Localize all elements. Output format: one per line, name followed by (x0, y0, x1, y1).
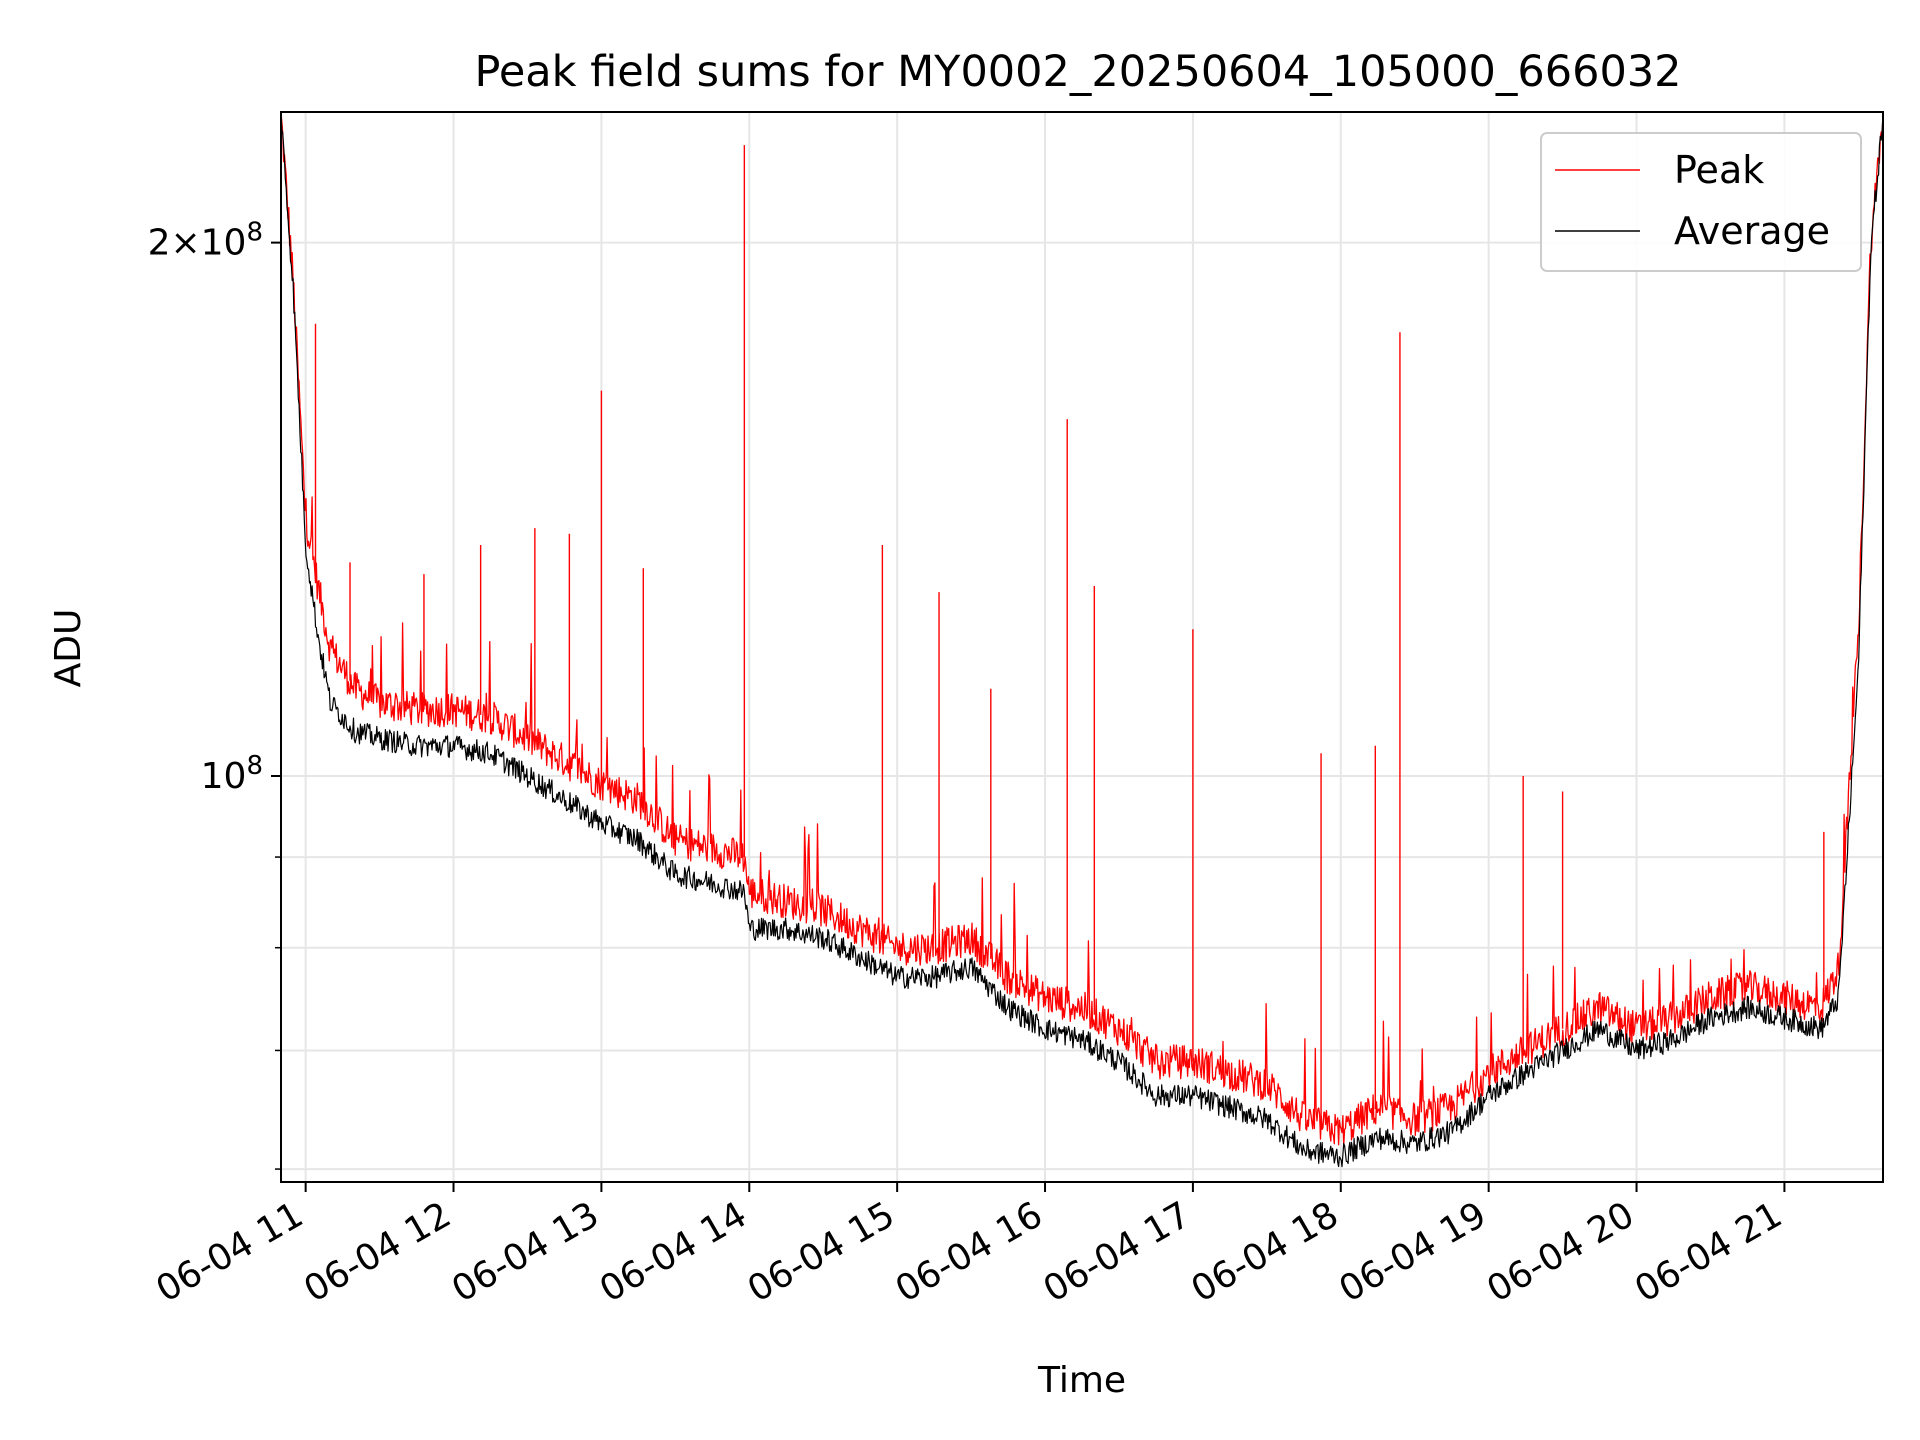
legend-label-average: Average (1674, 209, 1830, 253)
y-tick-label: 108 (201, 751, 263, 797)
y-axis: 108 2×108 (148, 218, 281, 1170)
line-average (280, 115, 1884, 1168)
series-layer (280, 111, 1884, 1168)
series-peak (280, 111, 1884, 1147)
y-tick-label: 2×108 (148, 218, 263, 264)
chart-title: Peak field sums for MY0002_20250604_1050… (474, 47, 1681, 97)
legend: Peak Average (1540, 132, 1862, 272)
y-axis-title: ADU (48, 609, 89, 688)
line-peak (280, 111, 1884, 1147)
plot-frame (280, 111, 1884, 1183)
legend-label-peak: Peak (1674, 148, 1764, 192)
series-average (280, 115, 1884, 1168)
legend-box (1540, 132, 1862, 272)
x-axis-title: Time (1037, 1360, 1126, 1401)
